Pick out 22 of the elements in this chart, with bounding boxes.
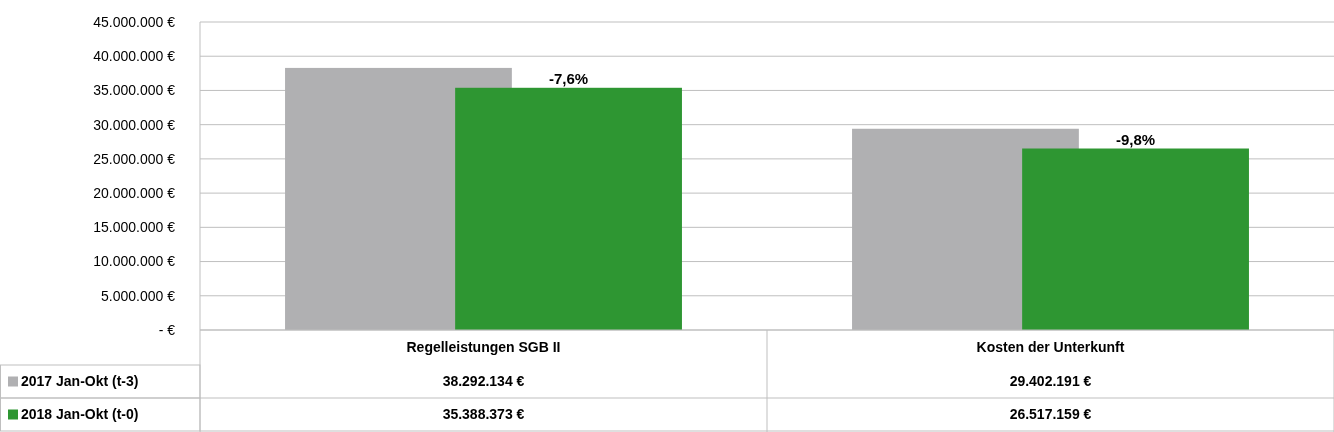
x-tick-label: Regelleistungen SGB II — [406, 339, 561, 356]
data-label: 38.292.134 € — [442, 373, 525, 390]
y-tick-label: 10.000.000 € — [93, 253, 176, 270]
y-tick-label: 35.000.000 € — [93, 82, 176, 99]
y-tick-label: 25.000.000 € — [93, 150, 176, 167]
y-tick-label: 45.000.000 € — [93, 13, 176, 30]
annotation: -9,8% — [1115, 130, 1156, 148]
legend-label: 2018 Jan-Okt (t-0) — [21, 406, 139, 423]
data-label: 26.517.159 € — [1009, 406, 1092, 423]
y-tick-label: 5.000.000 € — [101, 287, 176, 304]
annotation: -7,6% — [548, 69, 589, 87]
bar — [1022, 148, 1249, 330]
data-label: 35.388.373 € — [442, 406, 525, 423]
data-label: 29.402.191 € — [1009, 373, 1092, 390]
y-tick-label: 15.000.000 € — [93, 219, 176, 236]
legend-label: 2017 Jan-Okt (t-3) — [21, 373, 139, 390]
x-tick-label: Kosten der Unterkunft — [976, 339, 1125, 356]
bar — [455, 87, 682, 330]
y-tick-label: 20.000.000 € — [93, 185, 176, 202]
y-tick-label: - € — [158, 321, 176, 338]
y-tick-label: 40.000.000 € — [93, 48, 176, 65]
y-tick-label: 30.000.000 € — [93, 116, 176, 133]
